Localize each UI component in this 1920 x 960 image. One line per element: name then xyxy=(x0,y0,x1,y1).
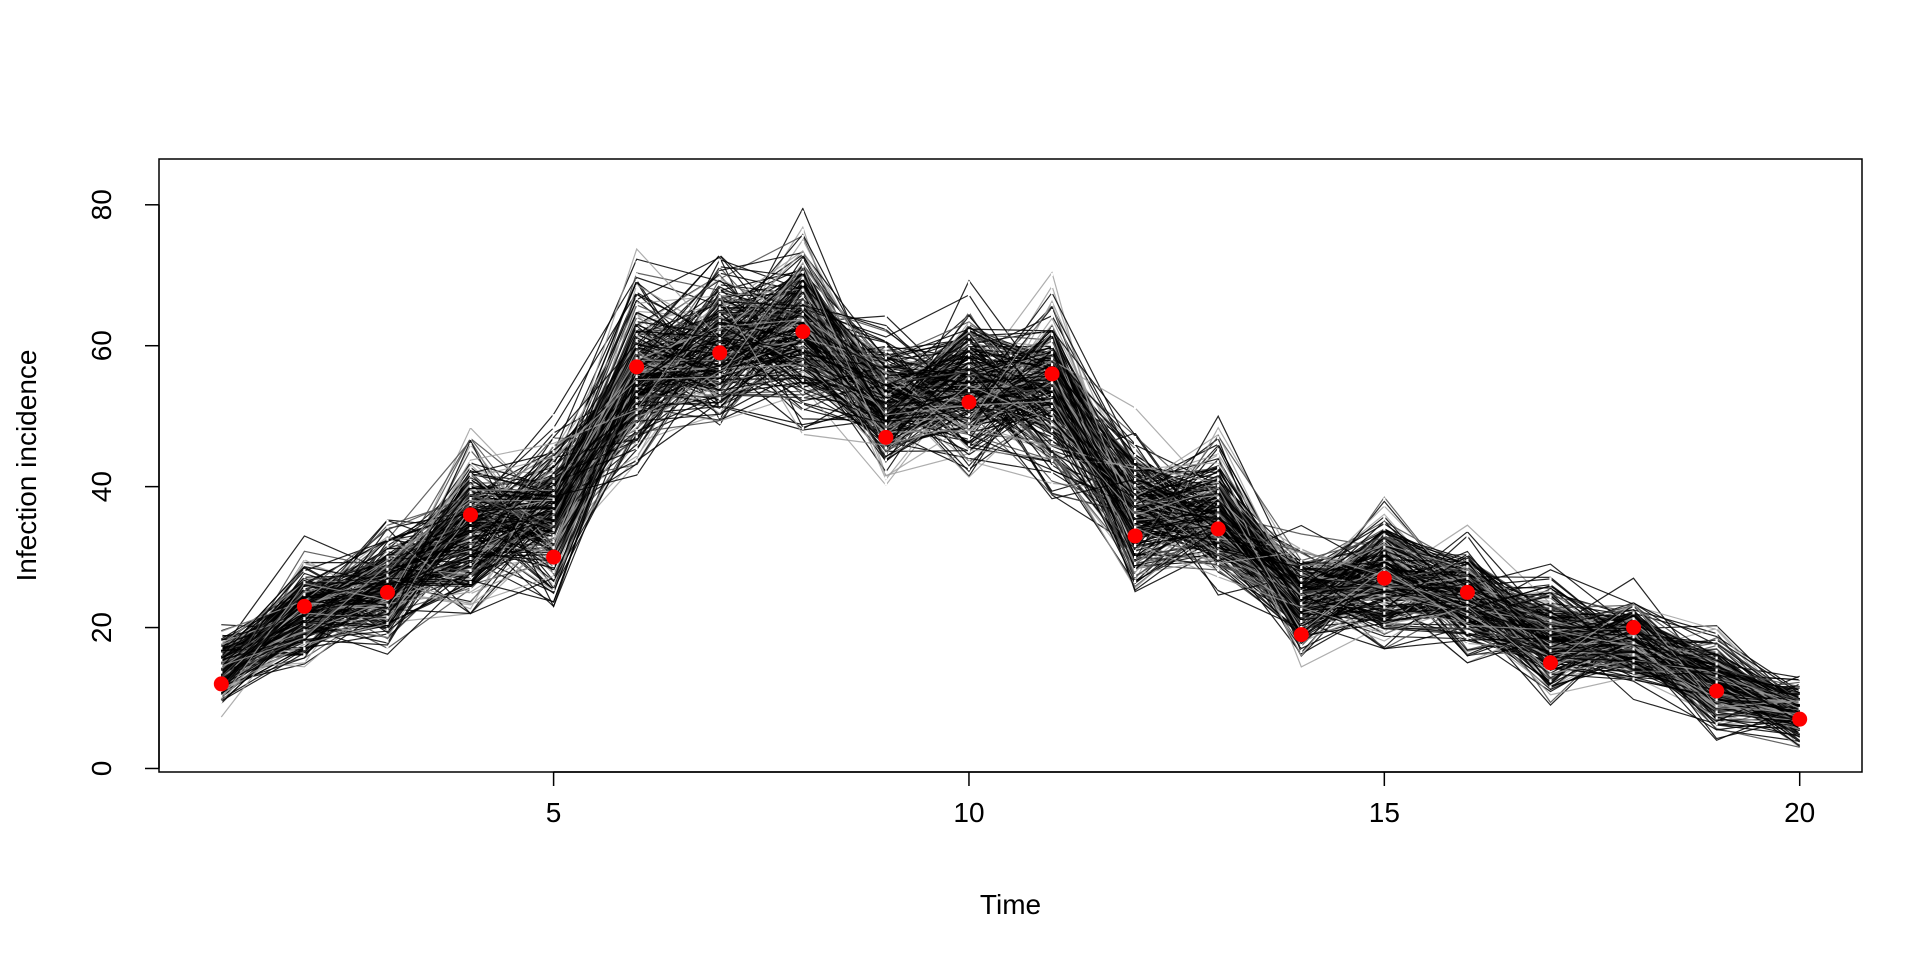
trajectory-line xyxy=(221,337,1800,714)
observed-point xyxy=(213,676,229,692)
observed-point xyxy=(961,394,977,410)
trajectory-line xyxy=(221,261,1800,715)
trajectory-line xyxy=(220,339,1800,704)
trajectory-line xyxy=(221,304,1801,743)
trajectory-line xyxy=(220,313,1800,693)
observed-point xyxy=(878,429,894,445)
observed-point xyxy=(463,507,479,523)
observed-point xyxy=(712,345,728,361)
observed-point xyxy=(296,598,312,614)
observed-point xyxy=(629,359,645,375)
observed-point xyxy=(1709,683,1725,699)
trajectory-line xyxy=(220,321,1800,699)
x-tick-label: 10 xyxy=(953,797,984,828)
observed-point xyxy=(795,324,811,340)
observed-point xyxy=(1293,627,1309,643)
trajectory-line xyxy=(220,346,1801,747)
observed-point xyxy=(1044,366,1060,382)
x-axis-title: Time xyxy=(980,889,1041,920)
observed-point xyxy=(1210,521,1226,537)
x-tick-label: 5 xyxy=(546,797,562,828)
observed-point xyxy=(1459,584,1475,600)
trajectory-line xyxy=(221,317,1800,703)
y-tick-label: 80 xyxy=(86,189,117,220)
x-tick-label: 20 xyxy=(1784,797,1815,828)
trajectory-line xyxy=(221,272,1800,736)
observed-point xyxy=(379,584,395,600)
simulated-trajectories xyxy=(220,206,1801,748)
y-tick-label: 60 xyxy=(86,330,117,361)
trajectory-line xyxy=(220,330,1800,691)
trajectory-line xyxy=(220,327,1800,700)
y-tick-label: 20 xyxy=(86,612,117,643)
observed-point xyxy=(1626,620,1642,636)
trajectory-line xyxy=(220,326,1800,717)
trajectory-line xyxy=(220,341,1800,713)
y-tick-label: 40 xyxy=(86,471,117,502)
x-tick-label: 15 xyxy=(1369,797,1400,828)
trajectory-line xyxy=(221,291,1800,708)
trajectory-line xyxy=(220,308,1800,707)
trajectory-line xyxy=(221,336,1801,694)
y-axis: 0 20 40 60 80 xyxy=(86,189,160,777)
observed-point xyxy=(1792,711,1808,727)
trajectory-line xyxy=(220,298,1800,701)
trajectory-line xyxy=(220,315,1800,740)
observed-point xyxy=(1376,570,1392,586)
observed-point xyxy=(1127,528,1143,544)
trajectory-line xyxy=(220,329,1801,723)
observed-point xyxy=(1542,655,1558,671)
observed-point xyxy=(546,549,562,565)
trajectory-line xyxy=(220,299,1800,688)
y-tick-label: 0 xyxy=(86,761,117,777)
x-axis: 5 10 15 20 xyxy=(546,771,1815,828)
y-axis-title: Infection incidence xyxy=(11,350,42,582)
observed-points xyxy=(213,324,1808,727)
